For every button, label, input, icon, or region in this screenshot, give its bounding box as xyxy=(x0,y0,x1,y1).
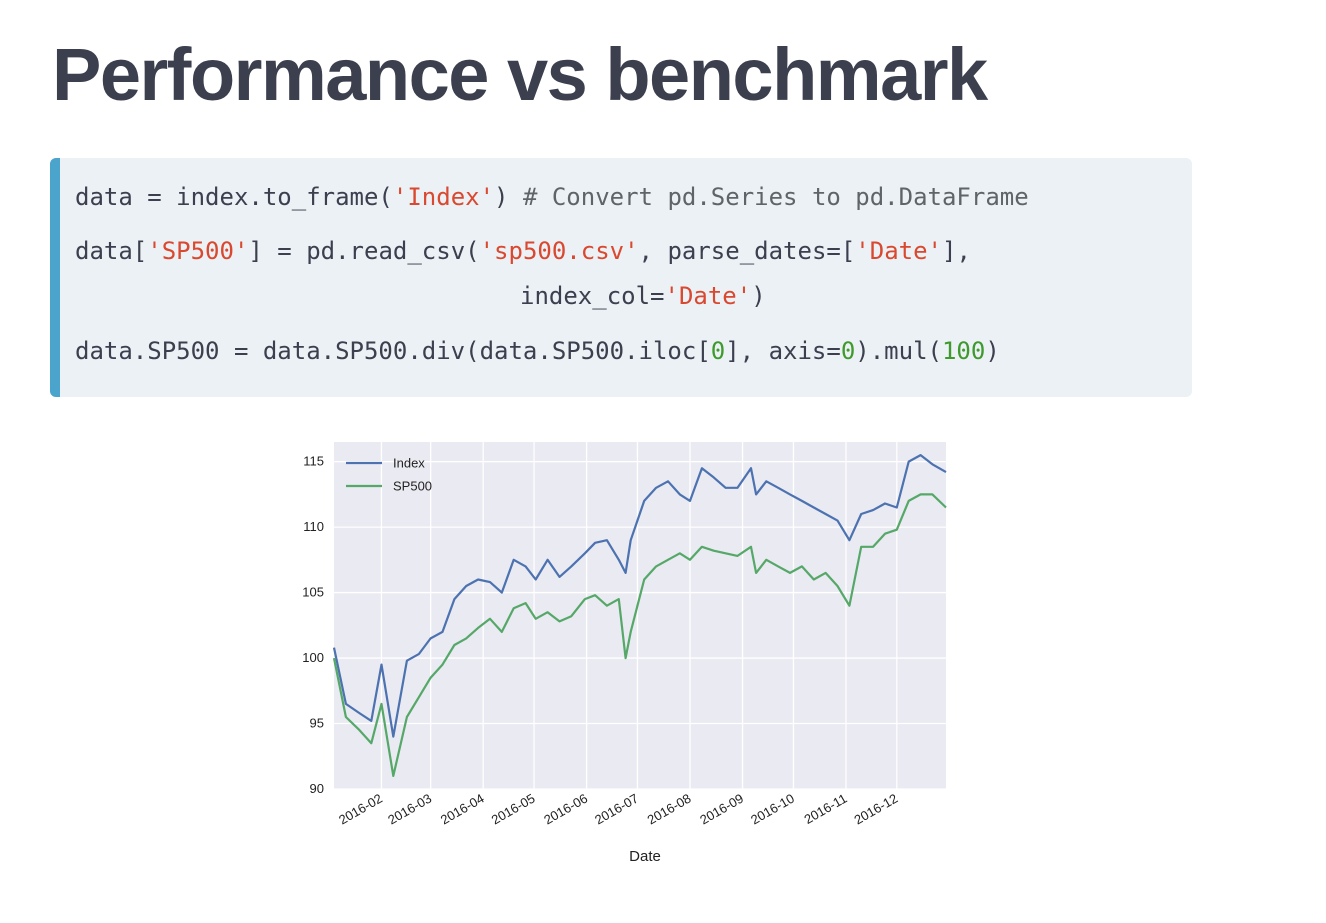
code-text: ).mul( xyxy=(855,337,942,365)
code-string: 'SP500' xyxy=(147,237,249,265)
code-line-1: data = index.to_frame('Index') # Convert… xyxy=(75,185,1029,209)
legend-label: SP500 xyxy=(393,479,432,494)
code-line-4: data.SP500 = data.SP500.div(data.SP500.i… xyxy=(75,339,1000,363)
y-tick-label: 90 xyxy=(310,781,324,796)
x-tick-label: 2016-06 xyxy=(541,791,590,828)
code-text: data[ xyxy=(75,237,148,265)
legend-label: Index xyxy=(393,456,425,471)
y-tick-label: 110 xyxy=(303,519,324,534)
y-tick-label: 100 xyxy=(302,650,324,665)
code-string: 'Date' xyxy=(855,237,942,265)
code-string: 'Index' xyxy=(392,183,495,211)
x-tick-label: 2016-10 xyxy=(748,791,797,828)
code-text: ) xyxy=(985,337,1000,365)
page-title: Performance vs benchmark xyxy=(52,33,988,116)
x-tick-label: 2016-05 xyxy=(489,791,538,828)
series-line-index xyxy=(332,454,947,738)
code-text: ] = pd.read_csv( xyxy=(248,237,480,265)
x-tick-label: 2016-07 xyxy=(592,791,641,828)
code-text: ) xyxy=(494,183,523,211)
code-block-accent-bar xyxy=(50,158,60,397)
code-string: 'Date' xyxy=(664,282,752,310)
x-tick-label: 2016-12 xyxy=(852,791,901,828)
code-number: 0 xyxy=(710,337,726,365)
code-text: ) xyxy=(751,282,766,310)
code-number: 0 xyxy=(840,337,856,365)
code-comment: # Convert pd.Series to pd.DataFrame xyxy=(522,183,1029,211)
x-tick-label: 2016-03 xyxy=(385,791,434,828)
x-tick-label: 2016-04 xyxy=(438,791,487,828)
code-text: data.SP500 = data.SP500.div(data.SP500.i… xyxy=(75,337,711,365)
x-axis-label: Date xyxy=(629,848,661,865)
code-text: data = index.to_frame( xyxy=(75,183,393,211)
plot-area xyxy=(334,442,946,789)
code-text: ], xyxy=(942,237,971,265)
x-tick-label: 2016-09 xyxy=(697,791,746,828)
code-line-2: data['SP500'] = pd.read_csv('sp500.csv',… xyxy=(75,239,971,263)
code-string: 'sp500.csv' xyxy=(479,237,639,265)
x-tick-label: 2016-08 xyxy=(645,791,694,828)
series-line-sp500 xyxy=(332,493,947,778)
code-block: data = index.to_frame('Index') # Convert… xyxy=(50,158,1192,397)
y-tick-label: 105 xyxy=(302,585,324,600)
x-tick-label: 2016-11 xyxy=(801,791,849,827)
code-text: index_col= xyxy=(520,282,665,310)
x-tick-label: 2016-02 xyxy=(336,791,385,828)
y-tick-label: 115 xyxy=(303,454,324,469)
code-text: , parse_dates=[ xyxy=(638,237,856,265)
code-text: ], axis= xyxy=(725,337,841,365)
code-line-3: index_col='Date') xyxy=(520,284,766,308)
y-tick-label: 95 xyxy=(310,716,324,731)
code-number: 100 xyxy=(941,337,986,365)
